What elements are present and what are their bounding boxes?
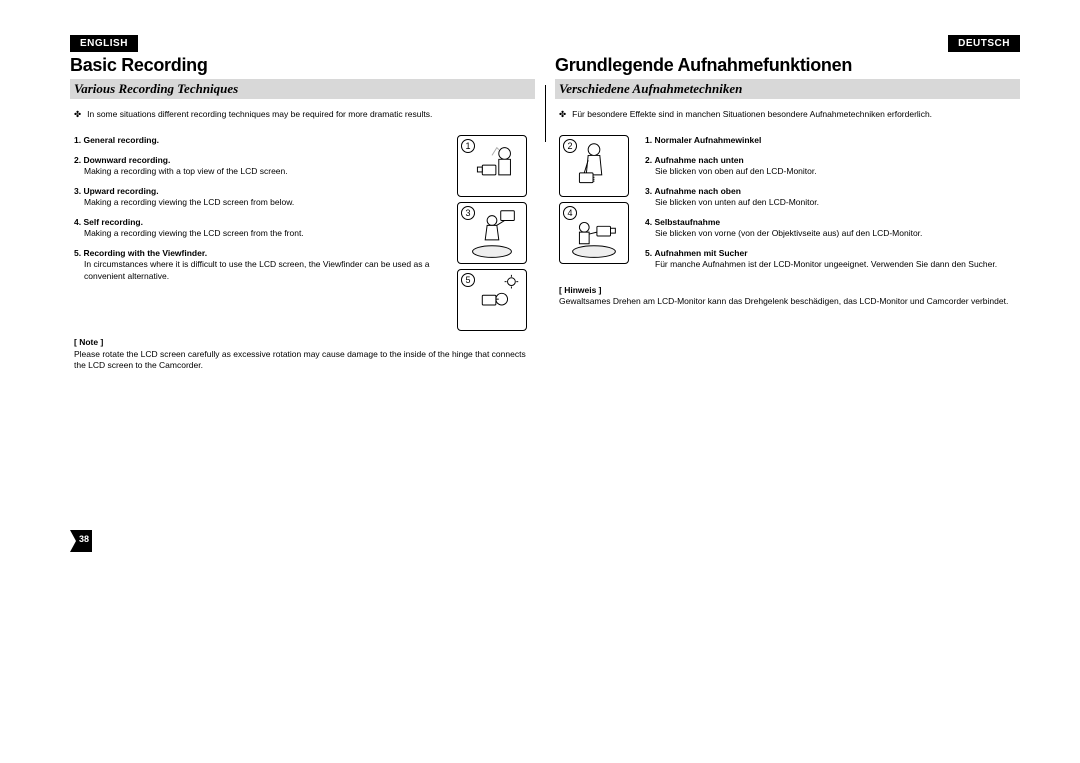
deutsch-column: DEUTSCH Grundlegende Aufnahmefunktionen … <box>545 35 1020 372</box>
subheading-right: Verschiedene Aufnahmetechniken <box>555 79 1020 99</box>
lang-tab-english: ENGLISH <box>70 35 138 52</box>
intro-left: ✤ In some situations different recording… <box>70 99 535 125</box>
bullet-icon: ✤ <box>74 109 81 120</box>
bullet-icon: ✤ <box>559 109 566 120</box>
figures-left: 1 3 5 <box>457 135 535 331</box>
heading-left: Basic Recording <box>70 52 535 79</box>
figure-1: 1 <box>457 135 527 197</box>
heading-right: Grundlegende Aufnahmefunktionen <box>555 52 1020 79</box>
intro-right: ✤ Für besondere Effekte sind in manchen … <box>555 99 1020 125</box>
english-column: ENGLISH Basic Recording Various Recordin… <box>70 35 545 372</box>
figure-4: 4 <box>559 202 629 264</box>
figures-right: 2 4 <box>559 135 637 278</box>
subheading-left: Various Recording Techniques <box>70 79 535 99</box>
figure-3: 3 <box>457 202 527 264</box>
figure-5: 5 <box>457 269 527 331</box>
note-left: [ Note ] Please rotate the LCD screen ca… <box>70 331 535 371</box>
note-right: [ Hinweis ] Gewaltsames Drehen am LCD-Mo… <box>555 279 1020 308</box>
technique-list-right: 1. Normaler Aufnahmewinkel 2. Aufnahme n… <box>637 135 1020 278</box>
technique-list-left: 1. General recording. 2. Downward record… <box>74 135 457 331</box>
lang-tab-deutsch: DEUTSCH <box>948 35 1020 52</box>
figure-2: 2 <box>559 135 629 197</box>
page-number-badge: 38 <box>70 530 92 552</box>
